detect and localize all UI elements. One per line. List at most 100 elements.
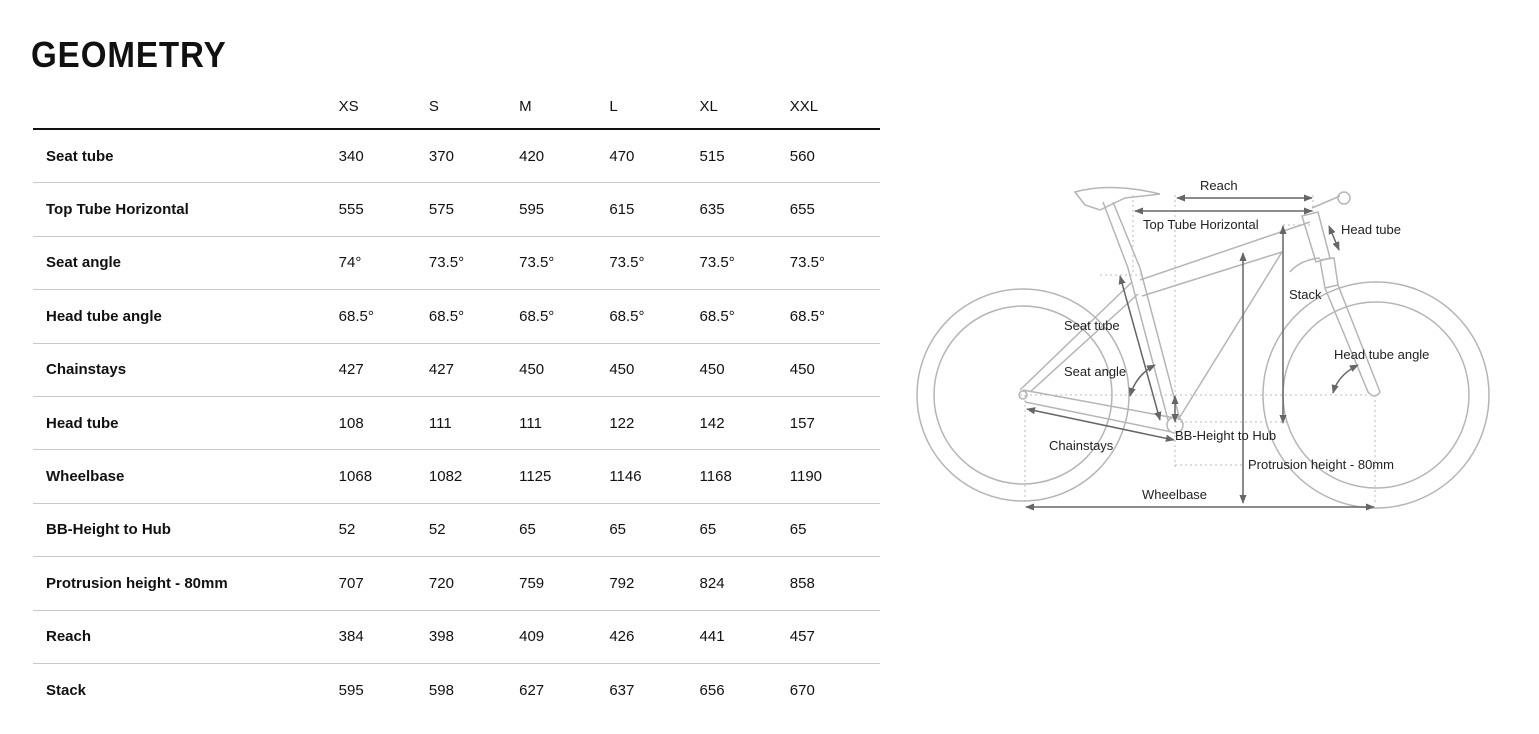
diagram-labels: Reach Top Tube Horizontal Head tube Stac… <box>1049 178 1429 502</box>
cell-xs: 340 <box>338 129 429 184</box>
row-label: Protrusion height - 80mm <box>33 556 339 611</box>
cell-xl: 450 <box>699 343 790 397</box>
cell-xs: 384 <box>338 610 429 664</box>
head-tube <box>1301 211 1331 263</box>
cell-l: 637 <box>609 681 635 699</box>
seat-tube-arrow <box>1118 275 1162 421</box>
cell-s: 111 <box>428 396 520 451</box>
cell-l: 68.5° <box>609 289 700 344</box>
cell-l: 426 <box>609 610 700 664</box>
down-tube <box>1289 257 1321 273</box>
cell-m: 65 <box>519 503 610 558</box>
fork <box>1319 257 1381 397</box>
cell-m: 627 <box>519 681 545 699</box>
table-header-row: XS S M L XL XXL <box>33 84 880 130</box>
cell-xl: 68.5° <box>699 289 790 344</box>
cell-l: 450 <box>609 343 700 397</box>
label-reach: Reach <box>1200 178 1238 193</box>
head-tube-angle-arc <box>1331 364 1359 394</box>
cell-s: 370 <box>428 129 520 184</box>
cell-m: 409 <box>519 610 610 664</box>
row-label: Seat angle <box>33 236 339 291</box>
table-row: Head tube angle 68.5° 68.5° 68.5° 68.5° 68.5°… <box>33 289 880 344</box>
cell-xxl: 858 <box>789 556 880 611</box>
label-seat-tube: Seat tube <box>1064 318 1120 333</box>
cell-xl: 142 <box>699 396 790 451</box>
header-size-s: S <box>428 84 520 130</box>
row-label: Head tube <box>33 396 339 451</box>
cell-xxl: 655 <box>789 182 880 237</box>
cell-s: 398 <box>428 610 520 664</box>
table-row: Seat angle 74° 73.5° 73.5° 73.5° 73.5° 73.5° <box>33 236 880 291</box>
cell-s: 575 <box>428 182 520 237</box>
header-size-xxl: XXL <box>789 84 880 130</box>
row-label: Reach <box>33 610 339 664</box>
label-stack: Stack <box>1289 287 1322 302</box>
stem-bar <box>1311 195 1341 209</box>
cell-xxl: 1190 <box>789 449 880 504</box>
table-row: Chainstays 427 427 450 450 450 450 <box>33 343 880 397</box>
cell-l: 792 <box>609 556 700 611</box>
row-label: Seat tube <box>33 129 339 184</box>
label-head-tube-angle: Head tube angle <box>1334 347 1429 362</box>
label-wheelbase: Wheelbase <box>1142 487 1207 502</box>
table-row: Head tube 108 111 111 122 142 157 <box>33 396 880 451</box>
cell-xs: 707 <box>338 556 429 611</box>
table-row: Protrusion height - 80mm 707 720 759 792 824 8… <box>33 556 880 611</box>
cell-m: 420 <box>519 129 610 184</box>
row-label: Head tube angle <box>33 289 339 344</box>
cell-l: 65 <box>609 503 700 558</box>
cell-s: 73.5° <box>428 236 520 291</box>
header-size-m: M <box>519 84 610 130</box>
cell-xl: 65 <box>699 503 790 558</box>
cell-xxl: 157 <box>789 396 880 451</box>
head-tube-arrow <box>1328 225 1340 251</box>
row-label: Chainstays <box>33 343 339 397</box>
cell-m: 68.5° <box>519 289 610 344</box>
bike-geometry-diagram: Reach Top Tube Horizontal Head tube Stac… <box>916 178 1490 511</box>
cell-l: 470 <box>609 129 700 184</box>
chainstays-arrow <box>1026 407 1175 442</box>
label-top-tube: Top Tube Horizontal <box>1143 217 1259 232</box>
cell-xs: 595 <box>338 681 364 699</box>
header-size-xs: XS <box>338 84 429 130</box>
cell-xl: 515 <box>699 129 790 184</box>
cell-m: 111 <box>519 396 610 451</box>
label-protrusion: Protrusion height - 80mm <box>1248 457 1394 472</box>
guide-lines <box>1020 195 1380 505</box>
row-label: Wheelbase <box>33 449 339 504</box>
table-row: Top Tube Horizontal 555 575 595 615 635 655 <box>33 182 880 237</box>
label-chainstays: Chainstays <box>1049 438 1114 453</box>
cell-xl: 824 <box>699 556 790 611</box>
saddle <box>1073 186 1161 211</box>
label-head-tube: Head tube <box>1341 222 1401 237</box>
cell-xxl: 670 <box>789 681 815 699</box>
table-row: Wheelbase 1068 1082 1125 1146 1168 1190 <box>33 449 880 504</box>
cell-l: 73.5° <box>609 236 700 291</box>
cell-s: 52 <box>428 503 520 558</box>
cell-xs: 74° <box>338 236 429 291</box>
table-row: Seat tube 340 370 420 470 515 560 <box>33 129 880 184</box>
cell-xxl: 560 <box>789 129 880 184</box>
cell-xs: 68.5° <box>338 289 429 344</box>
cell-xs: 108 <box>338 396 429 451</box>
cell-xxl: 457 <box>789 610 880 664</box>
cell-xl: 441 <box>699 610 790 664</box>
row-label: Top Tube Horizontal <box>33 182 339 237</box>
cell-s: 720 <box>428 556 520 611</box>
handlebar <box>1337 191 1351 205</box>
cell-m: 450 <box>519 343 610 397</box>
top-tube <box>1139 221 1311 421</box>
cell-xl: 73.5° <box>699 236 790 291</box>
cell-l: 122 <box>609 396 700 451</box>
label-seat-angle: Seat angle <box>1064 364 1126 379</box>
cell-m: 759 <box>519 556 610 611</box>
page-title: GEOMETRY <box>31 34 227 75</box>
cell-s: 427 <box>428 343 520 397</box>
cell-m: 1125 <box>519 449 610 504</box>
cell-xxl: 65 <box>789 503 880 558</box>
dimension-arrows <box>1025 194 1375 511</box>
label-bb-height: BB-Height to Hub <box>1175 428 1276 443</box>
table-row: BB-Height to Hub 52 52 65 65 65 65 <box>33 503 880 558</box>
cell-xl: 1168 <box>699 449 790 504</box>
